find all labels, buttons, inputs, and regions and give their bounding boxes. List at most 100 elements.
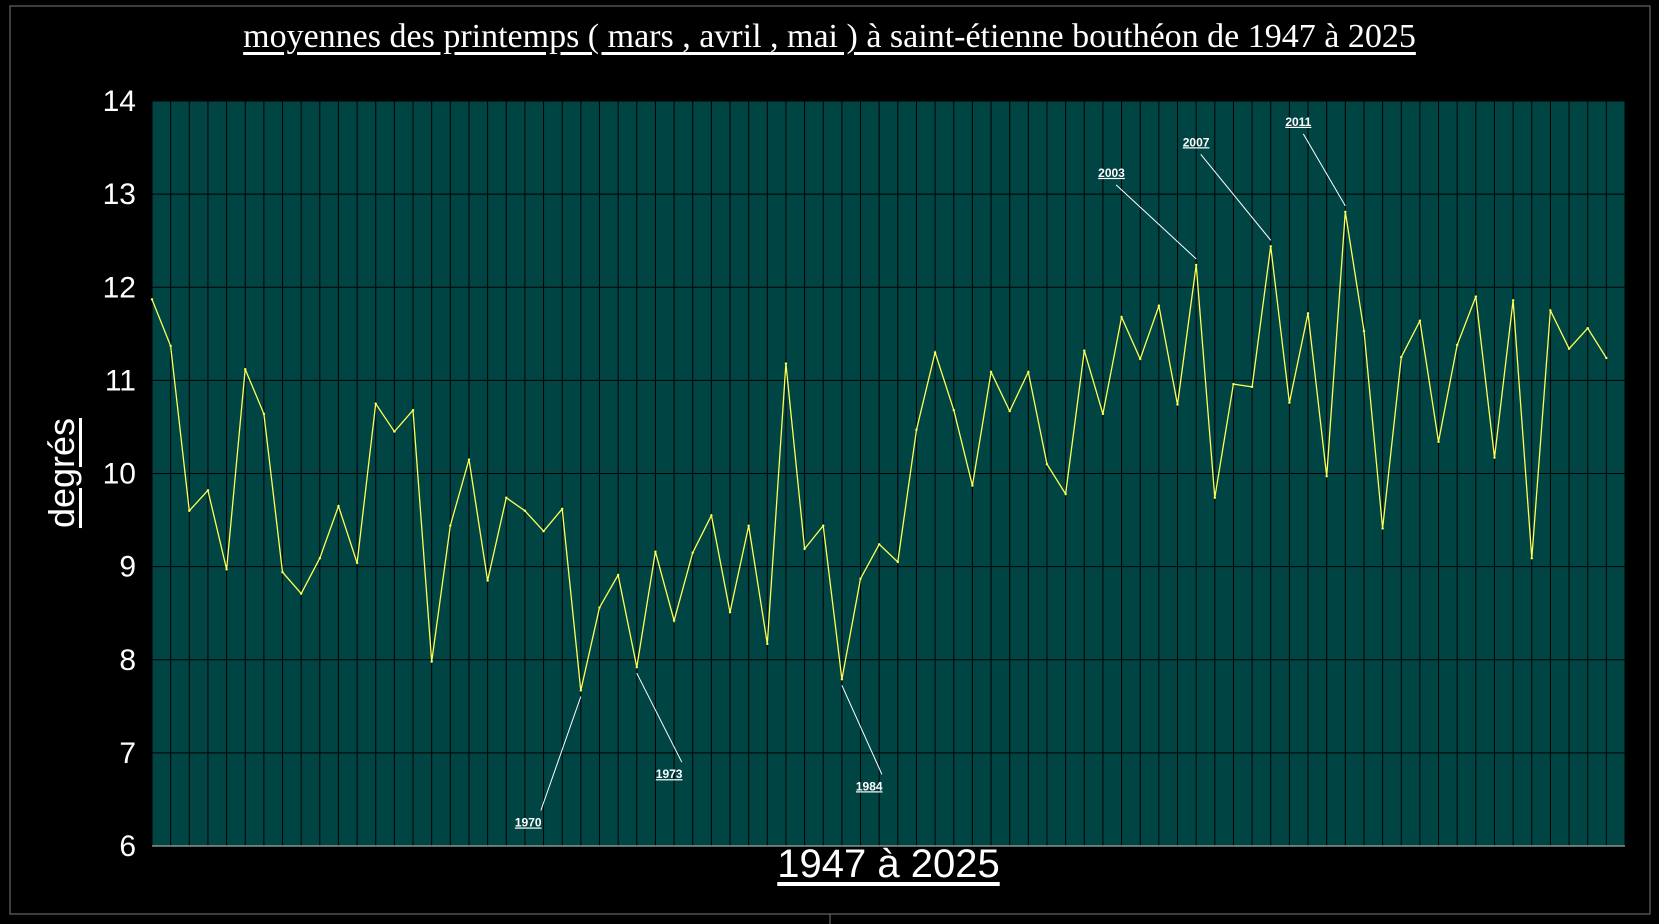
y-tick-label: 14 [103,85,136,118]
y-tick-label: 11 [105,364,136,397]
data-point [206,489,210,492]
data-point [915,428,918,431]
data-point [523,509,527,512]
data-point [1157,304,1161,308]
data-point [411,408,415,412]
data-point [598,606,601,609]
data-point [1027,370,1030,374]
annotation-label: 2011 [1285,115,1311,129]
data-point [766,642,769,646]
y-tick-label: 8 [119,644,136,677]
annotation-leader [636,672,683,763]
data-point [505,496,508,499]
data-point [728,611,732,614]
data-point [1176,403,1179,406]
data-point [691,551,694,554]
data-point [784,362,788,365]
data-point [1101,412,1105,416]
y-tick-label: 12 [103,271,136,304]
data-point [1250,385,1254,389]
data-point [393,430,396,433]
data-point [337,504,340,508]
x-axis-label: 1947 à 2025 [777,842,1000,886]
y-tick-label: 9 [119,551,136,584]
data-point [188,509,191,512]
annotation-leader [1115,184,1197,260]
annotation-label: 1970 [515,815,542,829]
data-point [1586,327,1589,330]
data-point [1381,527,1384,530]
data-point [1120,315,1123,319]
data-point [616,573,620,577]
annotation-label: 2007 [1183,135,1210,149]
data-point [299,592,303,595]
data-point [654,550,657,553]
data-point [225,568,228,571]
data-point [374,402,377,405]
data-point [635,666,638,669]
data-point [244,368,247,371]
data-point [1511,299,1515,302]
data-point [1232,382,1235,386]
data-point [542,530,545,533]
data-point [1064,492,1067,496]
data-point [1474,295,1478,298]
data-point [579,689,583,692]
y-tick-label: 13 [103,178,136,211]
data-point [449,524,452,527]
data-point [169,344,172,348]
data-point [430,660,433,663]
chart-title: moyennes des printemps ( mars , avril , … [243,18,1416,55]
data-point [710,514,713,517]
data-point [1008,409,1011,413]
y-tick-label: 6 [119,830,136,863]
data-point [877,543,881,546]
data-point [1549,309,1552,312]
data-point [822,524,825,527]
data-point [747,524,750,527]
annotation-leader [540,696,582,811]
data-point [672,619,676,622]
data-point [952,408,955,412]
annotation-leader [1200,153,1272,241]
data-point [840,678,844,681]
data-point [859,577,862,580]
data-point [1567,347,1571,350]
y-axis-label: degrés [41,417,82,529]
data-point [1288,401,1291,404]
data-point [1325,475,1328,478]
data-point [1362,329,1366,333]
data-point [1605,356,1608,360]
annotation-leader [1302,133,1346,207]
data-point [262,412,266,416]
annotation-label: 1984 [856,779,883,793]
data-point [1455,343,1459,347]
data-point [1306,312,1310,315]
data-point [150,298,154,301]
y-tick-label: 7 [119,737,136,770]
data-point [896,560,900,564]
data-point [281,571,284,574]
y-tick-label: 10 [103,458,136,491]
data-point [1139,357,1142,361]
data-point [933,351,937,354]
data-point [561,507,564,511]
data-point [1400,355,1403,359]
data-point [1418,319,1422,322]
data-point [355,561,359,565]
data-point [467,458,471,461]
annotation-label: 2003 [1098,166,1125,180]
data-point [989,370,993,374]
data-point [1083,349,1086,352]
data-point [1194,263,1198,267]
annotation-leader [841,685,883,775]
data-point [1530,557,1533,560]
data-point [318,557,322,560]
data-point [1344,210,1347,214]
data-point [1045,462,1049,466]
data-point [1437,440,1440,444]
data-point [803,547,806,551]
data-point [971,484,974,487]
annotation-label: 1973 [656,767,683,781]
data-point [1269,245,1272,248]
